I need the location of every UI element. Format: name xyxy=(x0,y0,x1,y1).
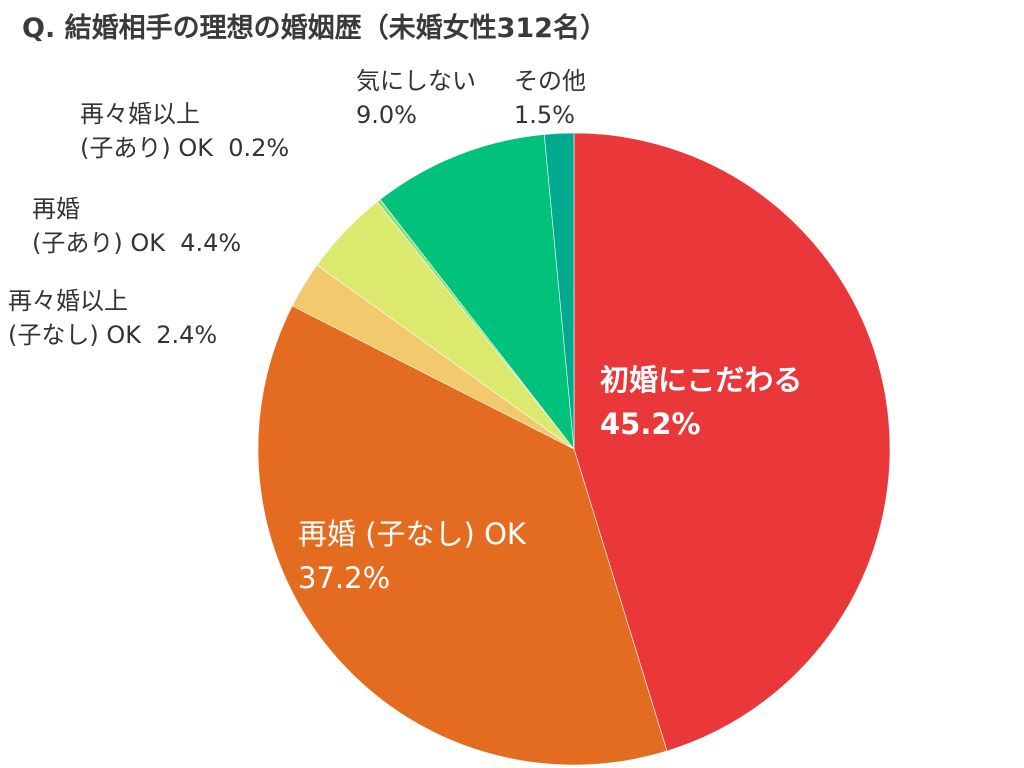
slice-value: 2.4% xyxy=(156,321,218,349)
slice-value: 37.2% xyxy=(298,561,391,595)
slice-value: 45.2% xyxy=(600,407,701,441)
slice-label: 再婚 (子なし) OK xyxy=(298,517,526,551)
label-slice-0: 初婚にこだわる 45.2% xyxy=(600,358,802,446)
label-slice-5: 気にしない 9.0% xyxy=(356,64,476,132)
chart-title: Q. 結婚相手の理想の婚姻歴（未婚女性312名） xyxy=(22,13,607,44)
pie-slice-6 xyxy=(543,132,575,450)
slice-label: 気にしない xyxy=(356,67,476,95)
label-slice-1: 再婚 (子なし) OK 37.2% xyxy=(298,512,526,600)
slice-label: 初婚にこだわる xyxy=(600,363,803,397)
pie-slice-5 xyxy=(379,134,575,450)
label-slice-3: 再婚 (子あり) OK 4.4% xyxy=(32,195,242,257)
slice-value: 9.0% xyxy=(356,101,417,129)
slice-label: その他 xyxy=(514,67,586,95)
pie-slice-0 xyxy=(573,132,891,752)
pie-slice-1 xyxy=(257,305,668,766)
slice-value: 0.2% xyxy=(228,134,290,162)
label-slice-6: その他 1.5% xyxy=(514,64,586,132)
slice-value: 1.5% xyxy=(514,101,575,129)
label-slice-2: 再々婚以上 (子なし) OK 2.4% xyxy=(8,287,218,349)
label-slice-4: 再々婚以上 (子あり) OK 0.2% xyxy=(80,100,290,162)
slice-value: 4.4% xyxy=(180,229,242,257)
